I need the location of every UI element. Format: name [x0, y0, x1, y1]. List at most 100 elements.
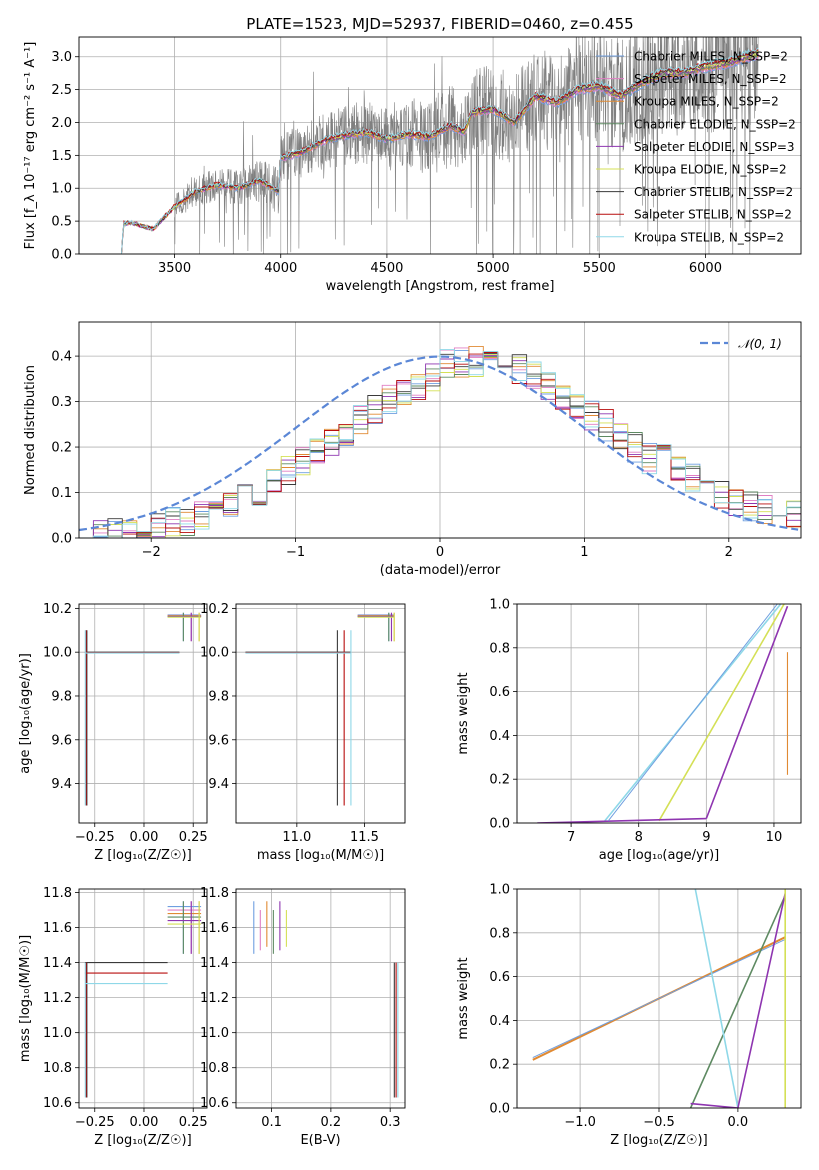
x-axis-label: wavelength [Angstrom, rest frame] [326, 279, 555, 294]
residuals-legend: 𝒩(0, 1) [700, 337, 782, 351]
legend-label: 𝒩(0, 1) [738, 337, 782, 351]
mass-vs-ebv-panel: 0.1 0.2 0.3 10.6 10.8 11.0 11.2 11.4 11.6 11.8 E(B… [200, 886, 406, 1148]
mass-vs-Z-frame [78, 888, 208, 1109]
y-axis-label: Normed distribution [23, 365, 38, 495]
y-tick-label: 11.6 [200, 921, 229, 936]
legend-label: Chabrier STELIB, N_SSP=2 [634, 185, 793, 199]
y-tick-label: 0.0 [51, 248, 72, 263]
y-tick-label: 11.6 [43, 921, 72, 936]
x-tick-label: 0.2 [321, 1115, 342, 1130]
x-tick-label: 3500 [158, 261, 191, 276]
legend-label: Kroupa STELIB, N_SSP=2 [634, 230, 784, 244]
x-tick-label: 6000 [689, 261, 722, 276]
x-tick-label: 0 [436, 545, 444, 560]
y-tick-label: 9.4 [208, 777, 229, 792]
age-vs-Z-frame [78, 603, 208, 824]
x-tick-label: 8 [635, 830, 643, 845]
x-tick-label: 0.3 [380, 1115, 401, 1130]
y-tick-label: 0.3 [51, 395, 72, 410]
mass-vs-ebv-plot-area [253, 901, 399, 1098]
y-tick-label: 11.4 [43, 956, 72, 971]
residuals-panel: −2 −1 0 1 2 0.0 0.1 0.2 0.3 0.4 (data-model)/error… [23, 321, 802, 578]
weight-line-3 [705, 605, 789, 819]
massweight-vs-Z-frame [516, 888, 802, 1109]
y-tick-label: 0.5 [51, 215, 72, 230]
legend-label: Kroupa ELODIE, N_SSP=2 [634, 163, 787, 177]
y-axis-label: mass [log₁₀(M/M☉)] [18, 935, 33, 1062]
x-axis-label: Z [log₁₀(Z/Z☉)] [94, 1133, 191, 1148]
mass-vs-Z-plot-area [84, 901, 202, 1098]
y-tick-label: 0.1 [51, 486, 72, 501]
y-tick-label: 11.0 [200, 1026, 229, 1041]
mass-vs-Z-panel: −0.25 0.00 0.25 10.6 10.8 11.0 11.2 11.4 11.6 11.… [18, 886, 208, 1148]
y-tick-label: 0.6 [489, 970, 510, 985]
x-axis-label: Z [log₁₀(Z/Z☉)] [94, 848, 191, 863]
y-tick-label: 1.0 [489, 598, 510, 613]
y-tick-label: 3.0 [51, 50, 72, 65]
model-series-8 [121, 48, 759, 254]
spectrum-legend: Chabrier MILES, N_SSP=2 Salpeter MILES, N… [596, 50, 796, 244]
mass-vs-ebv-grid [236, 889, 405, 1108]
weight-line-5 [607, 604, 778, 822]
y-tick-label: 9.4 [51, 777, 72, 792]
residual-histogram-9 [79, 349, 801, 538]
x-tick-label: 1 [580, 545, 588, 560]
x-tick-label: −1.0 [564, 1115, 596, 1130]
weight-line-3 [689, 895, 786, 1108]
x-tick-label: 11.5 [350, 830, 379, 845]
y-tick-label: 0.8 [489, 926, 510, 941]
model-series-9 [121, 47, 759, 254]
figure-title: PLATE=1523, MJD=52937, FIBERID=0460, z=0… [246, 15, 633, 33]
legend-label: Salpeter ELODIE, N_SSP=3 [634, 140, 795, 154]
y-tick-label: 0.0 [489, 817, 510, 832]
x-tick-label: −0.25 [75, 1115, 115, 1130]
age-vs-mass-panel: 11.0 11.5 9.4 9.6 9.8 10.0 10.2 mass [log₁₀(M/M… [200, 602, 406, 863]
x-axis-label: Z [log₁₀(Z/Z☉)] [610, 1133, 707, 1148]
y-tick-label: 11.0 [43, 1026, 72, 1041]
y-tick-label: 10.2 [43, 602, 72, 617]
y-tick-label: 10.8 [43, 1061, 72, 1076]
x-tick-label: 11.0 [282, 830, 311, 845]
y-tick-label: 9.8 [208, 689, 229, 704]
model-series-5 [121, 52, 759, 254]
y-tick-label: 11.8 [200, 886, 229, 901]
spectrum-panel: 3500 4000 4500 5000 5500 6000 0.0 0.5 1.0 1.5 2.0 2… [23, 36, 802, 294]
model-series-2 [121, 55, 759, 254]
y-tick-label: 11.8 [43, 886, 72, 901]
x-tick-label: −0.25 [75, 830, 115, 845]
age-vs-Z-panel: −0.25 0.00 0.25 9.4 9.6 9.8 10.0 10.2 Z [log₁₀(Z… [18, 602, 208, 863]
massweight-vs-Z-plot-area [532, 889, 786, 1108]
y-tick-label: 0.4 [51, 350, 72, 365]
y-tick-label: 10.0 [43, 646, 72, 661]
spectrum-plot-area [121, 37, 759, 254]
x-tick-label: 10 [766, 830, 783, 845]
x-axis-label: (data-model)/error [380, 563, 501, 578]
y-tick-label: 9.8 [51, 689, 72, 704]
y-tick-label: 0.6 [489, 685, 510, 700]
y-tick-label: 9.6 [208, 733, 229, 748]
y-tick-label: 1.5 [51, 149, 72, 164]
y-axis-label: mass weight [456, 957, 471, 1039]
y-tick-label: 1.0 [51, 182, 72, 197]
x-tick-label: 0.00 [130, 830, 159, 845]
y-tick-label: 10.0 [200, 646, 229, 661]
y-tick-label: 11.2 [43, 991, 72, 1006]
y-tick-label: 9.6 [51, 733, 72, 748]
y-tick-label: 0.2 [51, 441, 72, 456]
x-tick-label: 0.25 [179, 830, 208, 845]
legend-label: Chabrier ELODIE, N_SSP=2 [634, 117, 796, 131]
y-tick-label: 10.8 [200, 1061, 229, 1076]
mass-vs-ebv-frame [235, 888, 406, 1109]
weight-line-4 [694, 889, 739, 1108]
x-axis-label: mass [log₁₀(M/M☉)] [257, 848, 384, 863]
x-tick-label: −0.5 [643, 1115, 675, 1130]
observed-spectrum [174, 37, 759, 254]
x-tick-label: 0.00 [130, 1115, 159, 1130]
residuals-plot-area [79, 345, 801, 538]
age-vs-mass-grid [236, 604, 405, 823]
x-tick-label: 0.0 [728, 1115, 749, 1130]
y-tick-label: 11.2 [200, 991, 229, 1006]
mass-vs-Z-grid [79, 889, 207, 1108]
massweight-vs-Z-panel: −1.0 −0.5 0.0 0.0 0.2 0.4 0.6 0.8 1.0 Z [log₁₀(Z/… [456, 883, 802, 1148]
